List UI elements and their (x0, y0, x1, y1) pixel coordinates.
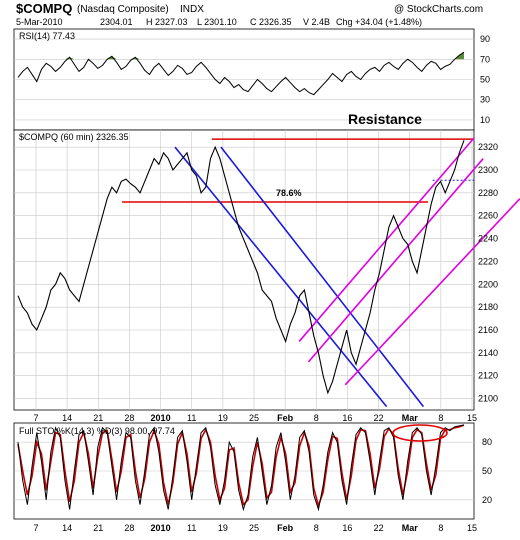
price-tick-label: 2240 (478, 234, 498, 244)
rsi-tick-label: 30 (480, 95, 490, 105)
price-tick-label: 2140 (478, 348, 498, 358)
price-frame (13, 129, 475, 411)
sto-x-tick-label: 14 (62, 523, 72, 533)
price-pane: 2100 2120 2140 2160 2180 2200 2220 2240 2260 2280… (13, 111, 520, 423)
price-legend: $COMPQ (60 min) 2326.35 (19, 132, 129, 142)
channel-up-middle (307, 158, 484, 363)
price-x-tick-label: 25 (249, 413, 259, 423)
price-x-tick-label: 21 (93, 413, 103, 423)
ohlc-low: L 2301.10 (197, 17, 237, 27)
price-x-tick-label: 8 (314, 413, 319, 423)
price-x-tick-label: Feb (277, 413, 294, 423)
price-x-tick-label: 11 (187, 413, 196, 423)
rsi-tick-label: 90 (480, 34, 490, 44)
price-tick-label: 2220 (478, 256, 498, 266)
price-x-tick-label: 15 (467, 413, 477, 423)
rsi-tick-label: 70 (480, 54, 490, 64)
ohlc-high: H 2327.03 (146, 17, 188, 27)
sto-x-tick-label: 28 (124, 523, 134, 533)
channel-down-outer (174, 146, 388, 408)
resistance-annotation: Resistance (348, 111, 422, 127)
price-x-tick-label: 8 (438, 413, 443, 423)
chart-symbol: $COMPQ (16, 1, 72, 16)
price-tick-label: 2120 (478, 371, 498, 381)
price-x-tick-label: 19 (218, 413, 228, 423)
price-tick-label: 2300 (478, 165, 498, 175)
sto-x-tick-label: 21 (93, 523, 103, 533)
price-x-tick-label: 22 (374, 413, 384, 423)
price-line (17, 140, 465, 395)
sto-x-tick-label: 7 (33, 523, 38, 533)
ohlc-change: Chg +34.04 (+1.48%) (336, 17, 422, 27)
price-tick-label: 2320 (478, 142, 498, 152)
ohlc-date: 5-Mar-2010 (16, 17, 63, 27)
price-tick-label: 2100 (478, 394, 498, 404)
price-x-tick-label: 2010 (151, 413, 171, 423)
price-tick-label: 2260 (478, 211, 498, 221)
channel-up-lower (344, 198, 520, 386)
sto-tick-label: 50 (482, 466, 492, 476)
price-x-tick-label: 7 (33, 413, 38, 423)
rsi-pane: 10 30 50 70 90 RSI(14) 77.43 (13, 28, 490, 131)
sto-x-tick-label: 15 (467, 523, 477, 533)
price-tick-label: 2200 (478, 279, 498, 289)
rsi-tick-label: 50 (480, 75, 490, 85)
sto-x-tick-label: 11 (187, 523, 196, 533)
price-tick-label: 2180 (478, 302, 498, 312)
price-x-tick-label: 14 (62, 413, 72, 423)
sto-x-tick-label: 2010 (151, 523, 171, 533)
sto-x-tick-label: 8 (314, 523, 319, 533)
price-x-tick-label: 28 (124, 413, 134, 423)
price-tick-label: 2160 (478, 325, 498, 335)
sto-x-tick-label: 16 (342, 523, 352, 533)
sto-k-line (17, 424, 465, 512)
sto-x-tick-label: Mar (402, 523, 419, 533)
sto-x-tick-label: 19 (218, 523, 228, 533)
sto-tick-label: 20 (482, 495, 492, 505)
ohlc-open: 2304.01 (100, 17, 133, 27)
overbought-oval (392, 424, 448, 442)
price-tick-label: 2280 (478, 188, 498, 198)
sto-x-tick-label: Feb (277, 523, 294, 533)
stochastic-pane: 20 50 80 7 14 21 28 2010 11 19 25 Feb 8 16 22 Mar 8 15 F… (13, 422, 492, 533)
ohlc-close: C 2326.35 (250, 17, 292, 27)
rsi-line (17, 51, 465, 96)
sto-tick-label: 80 (482, 437, 492, 447)
price-x-tick-label: Mar (402, 413, 419, 423)
sto-x-tick-label: 22 (374, 523, 384, 533)
ohlc-volume: V 2.4B (303, 17, 330, 27)
chart-name: (Nasdaq Composite) (77, 4, 169, 15)
channel-down-inner (220, 146, 425, 408)
sto-legend: Full STO %K(14,3) %D(3) 98.00, 97.74 (19, 426, 175, 436)
price-x-tick-label: 16 (342, 413, 352, 423)
sto-x-tick-label: 25 (249, 523, 259, 533)
sto-x-tick-label: 8 (438, 523, 443, 533)
rsi-tick-label: 10 (480, 115, 490, 125)
watermark: @ StockCharts.com (394, 4, 483, 15)
chart-exchange: INDX (180, 4, 204, 15)
fib-annotation: 78.6% (276, 188, 302, 198)
rsi-legend: RSI(14) 77.43 (19, 31, 75, 41)
